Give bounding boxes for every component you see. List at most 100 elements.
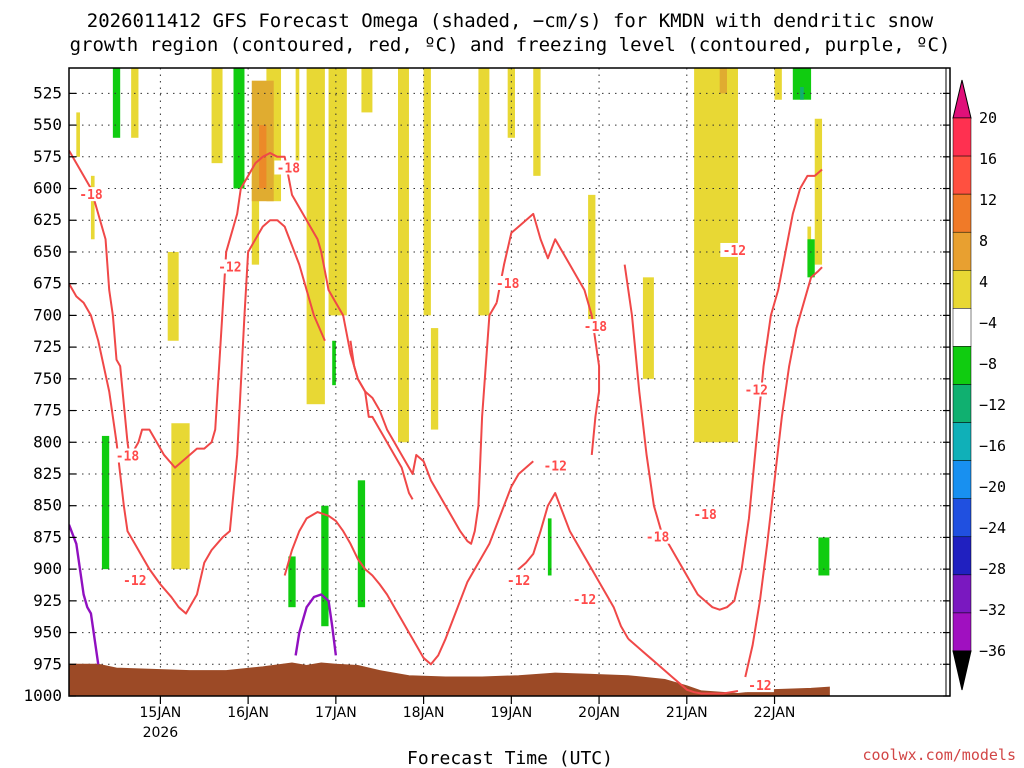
chart-title: 2026011412 GFS Forecast Omega (shaded, −… — [70, 10, 951, 56]
y-tick-label-875: 875 — [33, 527, 62, 546]
omega-patch-13 — [423, 68, 431, 316]
omega-patch-29 — [233, 68, 245, 189]
contour-label-bg-7 — [643, 529, 672, 544]
colorbar-label-4: 4 — [979, 273, 988, 291]
contour-label-bg-2 — [215, 259, 244, 274]
dgz-contour-0 — [69, 149, 131, 456]
x-tick-label-17JAN: 17JAN — [315, 705, 357, 721]
contour-label-layer: -18 -18 -12 -18 -12 -18 -18 -18 -12 -12 -18 -12 -12 -… — [76, 160, 774, 694]
omega-patch-34 — [357, 480, 366, 608]
colorbar-top-arrow — [952, 79, 972, 119]
colorbar-segment-2 — [952, 193, 972, 233]
x-tick-label-22JAN: 22JAN — [754, 705, 796, 721]
contour-label-7: -18 — [646, 531, 670, 546]
contour-label-9: -12 — [745, 384, 768, 399]
omega-patch-18 — [588, 194, 596, 329]
contour-label-10: -18 — [693, 508, 717, 523]
y-tick-label-700: 700 — [33, 305, 62, 324]
colorbar-label-5: −4 — [979, 314, 997, 332]
dgz-contour-layer — [69, 149, 823, 695]
y-tick-label-725: 725 — [33, 337, 62, 356]
colorbar-label-9: −20 — [979, 478, 1006, 496]
x-tick-label-19JAN: 19JAN — [490, 705, 532, 721]
colorbar-bottom-arrow — [952, 650, 972, 691]
omega-patch-26 — [719, 68, 728, 94]
omega-patch-23 — [814, 118, 823, 265]
contour-label-bg-3 — [113, 448, 142, 463]
y-tick-label-525: 525 — [33, 83, 62, 102]
omega-patch-8 — [295, 68, 300, 164]
colorbar-segment-11 — [952, 536, 972, 576]
x-tick-label-16JAN: 16JAN — [227, 705, 269, 721]
y-tick-label-750: 750 — [33, 369, 62, 388]
colorbar-segment-4 — [952, 270, 972, 309]
contour-label-5: -18 — [496, 277, 520, 292]
colorbar-label-2: 12 — [979, 191, 997, 209]
contour-label-bg-5 — [493, 275, 522, 290]
omega-patch-12 — [398, 68, 409, 443]
colorbar-label-13: −36 — [979, 642, 1006, 660]
contour-label-4: -12 — [123, 574, 146, 589]
colorbar-segment-5 — [952, 308, 972, 347]
omega-patch-36 — [792, 68, 812, 100]
dgz-contour-9 — [704, 168, 823, 611]
y-tick-label-800: 800 — [33, 432, 62, 451]
contour-label-bg-6 — [581, 319, 610, 334]
contour-label-1: -18 — [277, 161, 301, 176]
dgz-contour-5 — [495, 212, 601, 456]
dgz-contour-1 — [125, 152, 414, 500]
omega-patch-32 — [321, 505, 329, 627]
plot-area: -18 -18 -12 -18 -12 -18 -18 -18 -12 -12 -18 -12 -12 -… — [69, 68, 950, 696]
x-tick-label-21JAN: 21JAN — [666, 705, 708, 721]
x-axis: 15JAN 2026 16JAN 17JAN 18JAN 19JAN 20JAN 21JAN 2… — [140, 696, 796, 741]
omega-patch-16 — [507, 68, 515, 138]
plot-frame — [68, 67, 951, 697]
contour-label-bg-11 — [570, 591, 599, 606]
omega-patch-38 — [818, 537, 830, 576]
dgz-contour-10 — [744, 266, 823, 678]
contour-label-bg-10 — [691, 506, 720, 521]
contour-label-bg-12 — [541, 458, 570, 473]
contour-label-13: -12 — [507, 574, 530, 589]
y-tick-label-950: 950 — [33, 623, 62, 642]
omega-patch-27 — [112, 68, 121, 138]
y-tick-label-625: 625 — [33, 210, 62, 229]
contour-label-bg-9 — [742, 382, 771, 397]
colorbar-segment-8 — [952, 422, 972, 461]
x-tick-sublabel-15JAN: 2026 — [143, 725, 179, 741]
omega-patch-33 — [332, 340, 336, 386]
omega-patch-2 — [131, 68, 139, 138]
omega-patch-39 — [800, 87, 804, 100]
omega-patch-15 — [478, 68, 490, 316]
y-tick-label-825: 825 — [33, 464, 62, 483]
dgz-contour-2 — [69, 219, 326, 615]
contour-label-8: -12 — [723, 244, 746, 259]
colorbar-label-7: −12 — [979, 396, 1006, 414]
y-tick-label-775: 775 — [33, 401, 62, 420]
y-tick-label-850: 850 — [33, 496, 62, 515]
omega-patch-28 — [101, 435, 110, 570]
colorbar-label-6: −8 — [979, 355, 997, 373]
contour-label-bg-1 — [274, 160, 303, 175]
x-tick-label-20JAN: 20JAN — [578, 705, 620, 721]
title-line-2: growth region (contoured, red, ºC) and f… — [70, 34, 951, 56]
colorbar: 20 16 12 8 4 −4 −8 −12 −16 −20 −24 −28 −32 −36 — [952, 79, 1006, 691]
dgz-contour-6 — [517, 492, 630, 640]
colorbar-segment-12 — [952, 574, 972, 614]
contour-label-bg-0 — [76, 187, 105, 202]
contour-label-bg-8 — [720, 242, 749, 257]
x-tick-label-18JAN: 18JAN — [403, 705, 445, 721]
y-tick-label-550: 550 — [33, 115, 62, 134]
y-tick-label-900: 900 — [33, 559, 62, 578]
dgz-contour-4 — [283, 460, 534, 666]
contour-label-2: -12 — [218, 260, 241, 275]
omega-patch-10 — [328, 68, 347, 316]
contour-label-bg-13 — [504, 572, 533, 587]
contour-label-14: -12 — [748, 679, 771, 694]
colorbar-segment-0 — [952, 117, 972, 157]
colorbar-segment-9 — [952, 460, 972, 499]
omega-patch-1 — [90, 175, 95, 240]
y-tick-label-925: 925 — [33, 591, 62, 610]
terrain-layer — [69, 662, 830, 696]
